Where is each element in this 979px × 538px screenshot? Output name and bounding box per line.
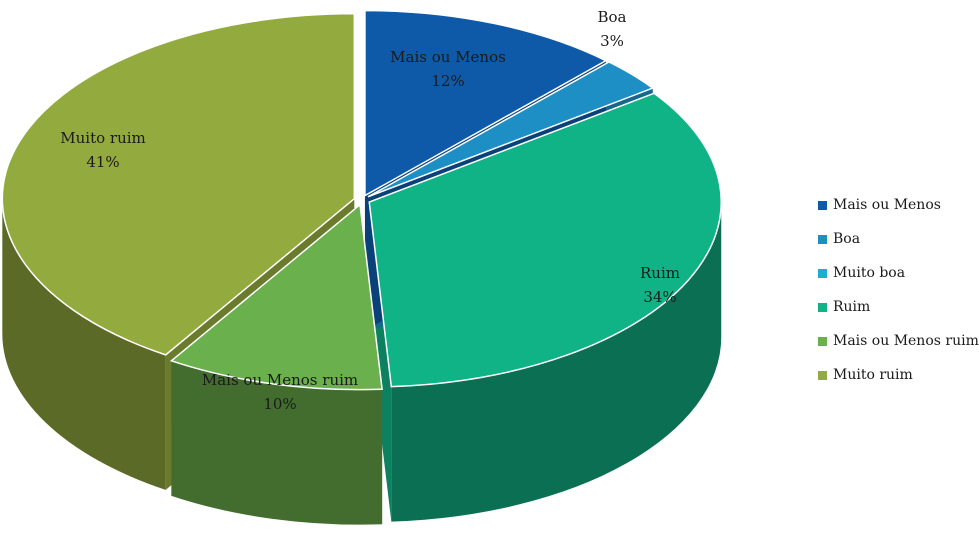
slice-name-label: Ruim (640, 264, 680, 282)
legend-label: Mais ou Menos ruim (833, 333, 979, 349)
pie-slice (368, 92, 722, 388)
legend-swatch (818, 302, 827, 312)
legend-item: Mais ou Menos (818, 188, 979, 222)
legend-label: Ruim (833, 299, 871, 315)
legend-swatch (818, 200, 827, 210)
legend-item: Mais ou Menos ruim (818, 324, 979, 358)
legend-swatch (818, 370, 827, 380)
legend-item: Muito boa (818, 256, 979, 290)
pie-slice-side (2, 198, 166, 490)
pie-slice-side (171, 360, 383, 525)
slice-name-label: Mais ou Menos (390, 48, 506, 66)
legend-item: Muito ruim (818, 358, 979, 392)
slice-value-label: 12% (431, 72, 464, 90)
pie-slice (169, 203, 383, 391)
legend-label: Muito boa (833, 265, 906, 281)
slice-name-label: Muito ruim (60, 129, 146, 147)
legend-swatch (818, 336, 827, 346)
legend-label: Mais ou Menos (833, 197, 941, 213)
legend-label: Muito ruim (833, 367, 913, 383)
slice-value-label: 34% (643, 288, 676, 306)
pie-slice (1, 12, 356, 356)
slice-name-label: Mais ou Menos ruim (202, 371, 358, 389)
pie-slice-side (391, 202, 722, 522)
slice-value-label: 10% (263, 395, 296, 413)
slice-value-label: 3% (600, 32, 624, 50)
slice-name-label: Boa (598, 8, 627, 26)
legend-item: Boa (818, 222, 979, 256)
pie-slice (364, 9, 608, 197)
pie-labels: Mais ou Menos 12% Boa 3% Ruim 34% Mais ou Meno… (60, 8, 680, 413)
legend: Mais ou Menos Boa Muito boa Ruim Mais ou… (818, 188, 979, 392)
legend-swatch (818, 268, 827, 278)
pie-tops (1, 9, 722, 391)
legend-label: Boa (833, 231, 861, 247)
legend-swatch (818, 234, 827, 244)
legend-item: Ruim (818, 290, 979, 324)
slice-value-label: 41% (86, 153, 119, 171)
pie-slice (367, 61, 655, 198)
